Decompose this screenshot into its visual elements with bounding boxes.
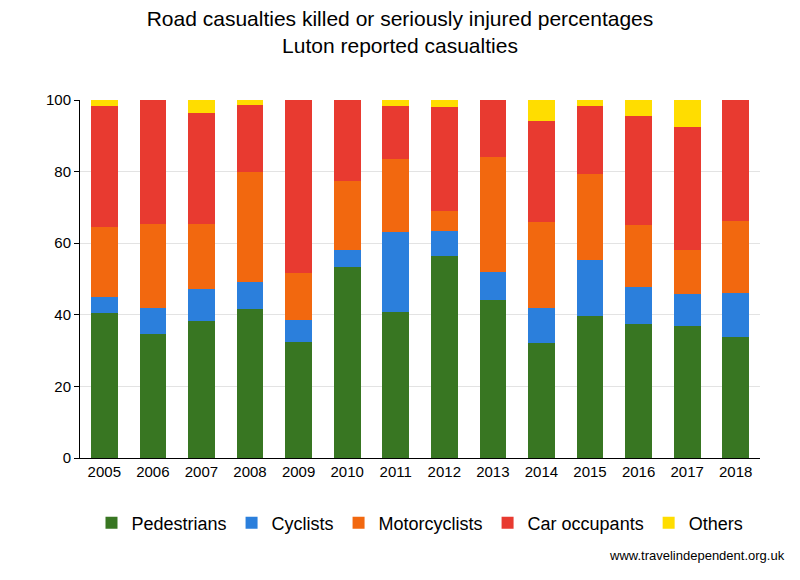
svg-text:20: 20	[54, 378, 71, 395]
svg-text:40: 40	[54, 306, 71, 323]
svg-text:Others: Others	[689, 514, 743, 534]
svg-text:2014: 2014	[525, 463, 558, 480]
svg-text:2011: 2011	[380, 463, 412, 480]
svg-text:2010: 2010	[330, 463, 363, 480]
svg-text:2016: 2016	[622, 463, 655, 480]
svg-text:0: 0	[63, 449, 71, 466]
svg-text:2007: 2007	[185, 463, 218, 480]
svg-text:2008: 2008	[233, 463, 266, 480]
svg-text:2018: 2018	[719, 463, 752, 480]
svg-text:Motorcyclists: Motorcyclists	[379, 514, 483, 534]
svg-text:80: 80	[54, 163, 71, 180]
svg-text:2012: 2012	[428, 463, 461, 480]
svg-text:2006: 2006	[136, 463, 169, 480]
svg-text:Car occupants: Car occupants	[528, 514, 644, 534]
svg-text:60: 60	[54, 234, 71, 251]
svg-text:2009: 2009	[282, 463, 315, 480]
svg-text:www.travelindependent.org.uk: www.travelindependent.org.uk	[609, 548, 785, 563]
svg-text:Cyclists: Cyclists	[272, 514, 334, 534]
svg-text:2017: 2017	[670, 463, 703, 480]
svg-text:Pedestrians: Pedestrians	[132, 514, 227, 534]
svg-text:100: 100	[46, 91, 71, 108]
svg-text:2005: 2005	[88, 463, 121, 480]
svg-text:Road casualties killed or seri: Road casualties killed or seriously inju…	[147, 7, 654, 57]
svg-text:2013: 2013	[476, 463, 509, 480]
svg-text:2015: 2015	[573, 463, 606, 480]
